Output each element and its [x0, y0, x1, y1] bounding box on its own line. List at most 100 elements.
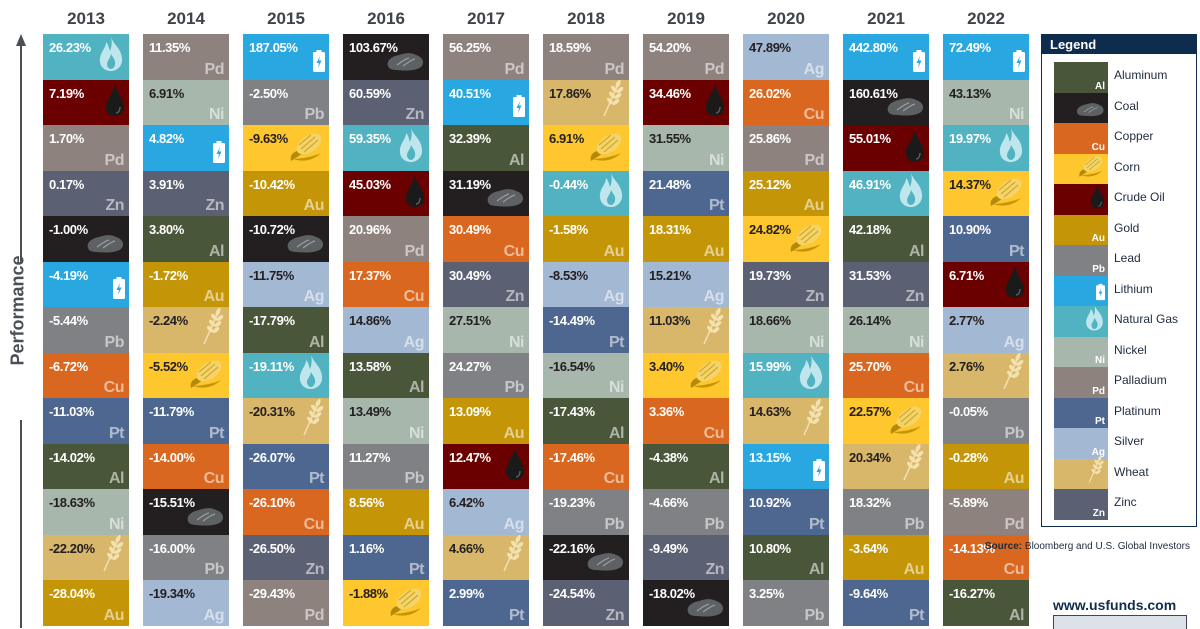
- corn-icon: [187, 356, 225, 395]
- commodity-cell-gold: -3.64% Au: [843, 534, 929, 580]
- element-symbol: Pt: [609, 333, 625, 351]
- commodity-cell-zinc: -9.49% Zn: [643, 534, 729, 580]
- return-value: 6.91%: [149, 85, 184, 101]
- commodity-cell-lithium: 40.51%: [443, 79, 529, 125]
- website-link[interactable]: www.usfunds.com: [1053, 597, 1177, 613]
- coal-icon: [285, 232, 325, 259]
- commodity-cell-palladium: 25.86% Pd: [743, 125, 829, 171]
- legend: Legend Al Aluminum Coal Cu Copper Corn Crude O…: [1041, 34, 1197, 527]
- element-symbol: Ni: [709, 151, 725, 169]
- return-value: -22.20%: [49, 540, 95, 556]
- flame-icon: [897, 172, 925, 213]
- legend-item-gold: Au Gold: [1054, 214, 1194, 245]
- return-value: 25.70%: [849, 358, 891, 374]
- element-symbol: Al: [609, 424, 625, 442]
- return-value: -15.51%: [149, 495, 195, 510]
- element-symbol: Pd: [504, 60, 525, 78]
- element-symbol: Zn: [1092, 507, 1105, 519]
- element-symbol: Ag: [503, 515, 525, 533]
- commodity-cell-coal: 103.67%: [343, 34, 429, 80]
- element-symbol: Pb: [604, 515, 625, 533]
- globe-logo-icon: [1053, 615, 1187, 629]
- return-value: 13.58%: [349, 358, 391, 374]
- battery-icon: [1096, 283, 1105, 304]
- return-value: 24.27%: [449, 358, 491, 374]
- commodity-cell-lead: -19.23% Pb: [543, 489, 629, 535]
- wheat-icon: [101, 534, 125, 578]
- element-symbol: Pb: [1004, 424, 1025, 442]
- return-value: 10.80%: [749, 540, 791, 556]
- return-value: -10.42%: [249, 176, 295, 192]
- return-value: 59.35%: [349, 131, 391, 146]
- element-symbol: Al: [909, 242, 925, 260]
- year-column-2020: 2020 47.89% Ag 26.02% Cu 25.86% Pd 25.12% Au 24.8…: [743, 0, 829, 626]
- year-header: 2017: [467, 9, 505, 28]
- element-symbol: Au: [803, 197, 825, 214]
- return-value: 3.36%: [649, 404, 684, 419]
- element-symbol: Ag: [703, 288, 725, 305]
- element-symbol: Ni: [1095, 355, 1105, 366]
- legend-swatch: Pb: [1054, 245, 1108, 276]
- commodity-cell-corn: -1.88%: [343, 580, 429, 626]
- return-value: 42.18%: [849, 222, 891, 237]
- legend-label: Zinc: [1114, 495, 1137, 509]
- return-value: -14.49%: [549, 313, 595, 328]
- return-value: 6.71%: [949, 267, 984, 283]
- return-value: -11.75%: [249, 267, 294, 283]
- element-symbol: Cu: [503, 242, 525, 260]
- element-symbol: Zn: [905, 288, 924, 305]
- commodity-cell-gold: 25.12% Au: [743, 170, 829, 216]
- coal-icon: [485, 186, 525, 213]
- commodity-cell-lithium: 442.80%: [843, 34, 929, 80]
- commodity-cell-crude-oil: 55.01%: [843, 125, 929, 171]
- corn-icon: [387, 584, 425, 623]
- legend-label: Aluminum: [1114, 68, 1168, 82]
- commodity-cell-aluminum: -17.79% Al: [243, 307, 329, 353]
- commodity-cell-gold: -0.28% Au: [943, 443, 1029, 489]
- element-symbol: Cu: [403, 288, 425, 305]
- return-value: -20.31%: [249, 404, 295, 419]
- element-symbol: Pd: [304, 606, 325, 624]
- return-value: 13.49%: [349, 404, 391, 419]
- commodity-cell-nickel: 6.91% Ni: [143, 79, 229, 125]
- return-value: 19.97%: [949, 131, 991, 146]
- commodity-cell-coal: -1.00%: [43, 216, 129, 262]
- element-symbol: Al: [809, 561, 825, 578]
- return-value: -11.03%: [49, 404, 94, 419]
- legend-swatch: Pd: [1054, 367, 1108, 398]
- source-note: Source: Bloomberg and U.S. Global Invest…: [985, 540, 1190, 553]
- commodity-cell-copper: -17.46% Cu: [543, 443, 629, 489]
- commodity-cell-palladium: 1.70% Pd: [43, 125, 129, 171]
- commodity-cell-aluminum: -17.43% Al: [543, 398, 629, 444]
- legend-label: Copper: [1114, 129, 1154, 143]
- element-symbol: Ag: [303, 288, 325, 305]
- element-symbol: Al: [109, 470, 125, 487]
- element-symbol: Cu: [303, 515, 325, 533]
- legend-item-crude-oil: Crude Oil: [1054, 184, 1194, 215]
- return-value: 4.66%: [449, 540, 484, 556]
- legend-swatch: Zn: [1054, 489, 1108, 520]
- return-value: 25.12%: [749, 176, 791, 192]
- return-value: 14.86%: [349, 313, 391, 328]
- return-value: -8.53%: [549, 267, 588, 283]
- return-value: 10.92%: [749, 495, 791, 510]
- element-symbol: Pd: [104, 151, 125, 169]
- legend-label: Nickel: [1114, 342, 1147, 357]
- return-value: -26.10%: [249, 495, 295, 510]
- element-symbol: Pt: [909, 606, 925, 624]
- commodity-cell-aluminum: 3.80% Al: [143, 216, 229, 262]
- commodity-cell-copper: 30.49% Cu: [443, 216, 529, 262]
- commodity-cell-gold: -1.72% Au: [143, 261, 229, 307]
- return-value: -4.66%: [649, 495, 688, 510]
- return-value: -1.58%: [549, 222, 588, 237]
- return-value: -29.43%: [249, 586, 295, 601]
- return-value: 1.70%: [49, 131, 84, 146]
- return-value: -5.89%: [949, 495, 988, 510]
- battery-icon: [513, 95, 525, 122]
- commodity-cell-lithium: 4.82%: [143, 125, 229, 171]
- return-value: -28.04%: [49, 586, 95, 601]
- legend-label: Silver: [1114, 434, 1145, 448]
- return-value: 20.96%: [349, 222, 391, 237]
- commodity-cell-copper: 26.02% Cu: [743, 79, 829, 125]
- commodity-cell-aluminum: -16.27% Al: [943, 580, 1029, 626]
